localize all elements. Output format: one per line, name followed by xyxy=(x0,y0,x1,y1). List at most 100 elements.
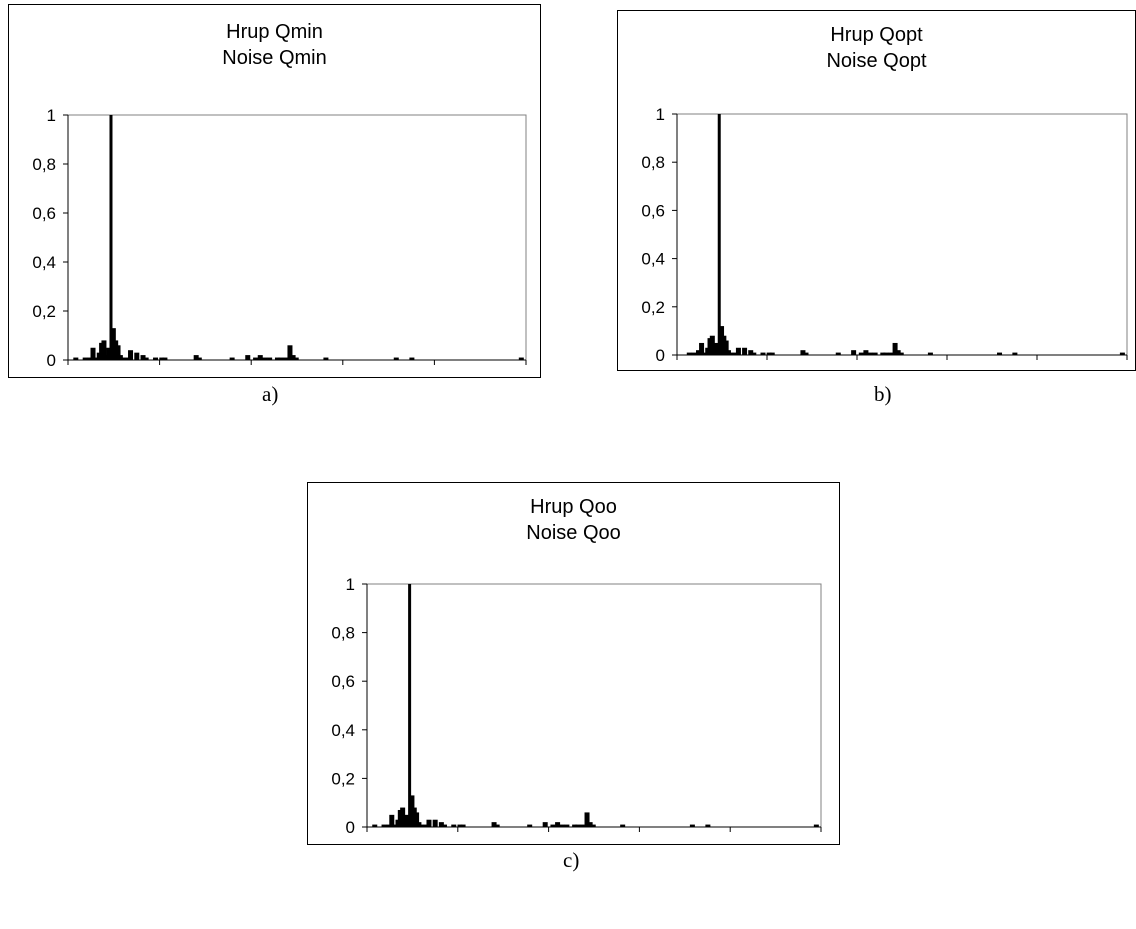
bar xyxy=(101,340,107,360)
y-tick-label: 0,6 xyxy=(641,201,665,220)
bar xyxy=(245,355,251,360)
bar xyxy=(109,115,113,360)
bar xyxy=(128,350,134,360)
x-tick-label: 0 xyxy=(672,371,681,372)
bar xyxy=(835,352,841,355)
bar xyxy=(438,822,444,827)
bar xyxy=(290,355,296,360)
y-tick-label: 0 xyxy=(346,818,355,837)
chart-title: Hrup Qmin xyxy=(226,21,323,43)
y-tick-label: 0,4 xyxy=(32,253,56,272)
chart-a-plot: 0 0,2 0,4 0,6 0,8 1 0 586 1172 1758 2344 2930 xyxy=(32,106,542,379)
bar xyxy=(851,350,857,355)
bar xyxy=(106,347,112,360)
bar xyxy=(527,824,533,827)
x-tick-label: 586 xyxy=(145,376,173,379)
bar xyxy=(620,824,626,827)
y-tick-label: 0 xyxy=(656,346,665,365)
x-tick-label: 586 xyxy=(444,843,472,846)
bar xyxy=(162,357,168,360)
x-tick-label: 2930 xyxy=(507,376,542,379)
bar xyxy=(143,357,149,360)
bar xyxy=(404,814,410,827)
bar xyxy=(287,345,293,360)
bar xyxy=(494,824,500,827)
y-tick-label: 0,2 xyxy=(331,769,355,788)
bar xyxy=(140,355,146,360)
bar xyxy=(409,357,415,360)
bar xyxy=(587,822,593,827)
bar xyxy=(702,352,708,355)
y-tick-label: 0,6 xyxy=(32,204,56,223)
y-tick-label: 0,4 xyxy=(641,250,665,269)
bar xyxy=(748,350,754,355)
bar xyxy=(696,350,702,355)
y-tick-label: 0,8 xyxy=(32,155,56,174)
bar xyxy=(120,357,126,360)
chart-b-panel: Hrup Qopt Noise Qopt 0 0,2 0,4 0,6 0,8 1 0 586 1… xyxy=(617,10,1136,372)
bar xyxy=(282,357,288,360)
bar xyxy=(293,357,299,360)
bar xyxy=(393,357,399,360)
bar xyxy=(559,824,565,827)
bar xyxy=(542,822,548,827)
bar xyxy=(134,352,140,360)
bar xyxy=(555,822,561,827)
bar xyxy=(87,357,93,360)
y-tick-label: 1 xyxy=(656,105,665,124)
bar xyxy=(575,824,581,827)
bar xyxy=(262,357,268,360)
bar xyxy=(564,824,570,827)
bar xyxy=(257,355,263,360)
bar xyxy=(766,352,772,355)
bar xyxy=(887,352,893,355)
bar xyxy=(751,352,757,355)
y-tick-label: 0,4 xyxy=(331,721,355,740)
bar xyxy=(451,824,457,827)
chart-subtitle: Noise Qopt xyxy=(826,50,927,72)
bar xyxy=(267,357,273,360)
chart-b-caption: b) xyxy=(874,382,892,406)
bar xyxy=(689,824,695,827)
bar xyxy=(723,340,729,355)
bar xyxy=(997,352,1003,355)
x-tick-label: 2344 xyxy=(415,376,453,379)
bar xyxy=(579,824,585,827)
bar xyxy=(460,824,466,827)
chart-a-panel: Hrup Qmin Noise Qmin 0 0,2 0,4 0,6 0,8 1 0 586 1… xyxy=(8,4,542,379)
bar xyxy=(389,814,395,827)
bar xyxy=(590,824,596,827)
y-tick-label: 0,8 xyxy=(331,624,355,643)
bar xyxy=(400,807,406,827)
x-tick-label: 1758 xyxy=(620,843,658,846)
bar xyxy=(732,352,738,355)
bar xyxy=(381,824,387,827)
y-tick-label: 1 xyxy=(346,575,355,594)
bar xyxy=(1119,352,1125,355)
bar xyxy=(93,357,99,360)
bar xyxy=(898,352,904,355)
bar xyxy=(274,357,280,360)
plot-frame xyxy=(676,113,1128,356)
bar xyxy=(813,824,819,827)
bar xyxy=(728,352,734,355)
bar xyxy=(883,352,889,355)
bar xyxy=(426,819,432,827)
x-tick-label: 1172 xyxy=(233,376,270,379)
bar xyxy=(686,352,692,355)
bar xyxy=(82,357,88,360)
bar xyxy=(372,824,378,827)
bar xyxy=(196,357,202,360)
bar xyxy=(457,824,463,827)
bar xyxy=(699,342,705,355)
bar xyxy=(572,824,578,827)
y-tick-label: 0,2 xyxy=(641,298,665,317)
bar xyxy=(895,350,901,355)
chart-subtitle: Noise Qoo xyxy=(526,522,621,544)
bar xyxy=(735,347,741,355)
bar xyxy=(414,812,420,827)
x-tick-label: 0 xyxy=(362,843,371,846)
bar xyxy=(153,357,159,360)
chart-title: Hrup Qoo xyxy=(530,496,617,518)
bar xyxy=(124,357,130,360)
